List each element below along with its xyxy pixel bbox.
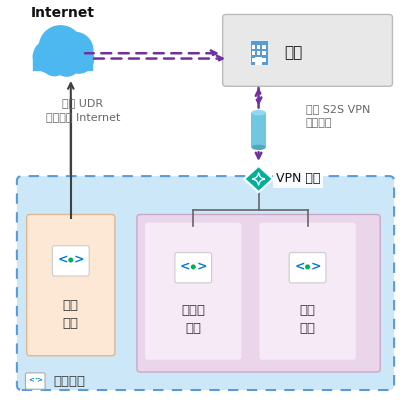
FancyBboxPatch shape bbox=[262, 45, 266, 49]
Ellipse shape bbox=[252, 145, 266, 150]
Text: Internet: Internet bbox=[31, 6, 95, 20]
Text: <: < bbox=[294, 261, 305, 273]
Circle shape bbox=[192, 265, 195, 269]
FancyBboxPatch shape bbox=[223, 14, 393, 86]
FancyBboxPatch shape bbox=[17, 176, 394, 390]
FancyBboxPatch shape bbox=[257, 51, 260, 55]
FancyBboxPatch shape bbox=[25, 373, 45, 389]
Circle shape bbox=[33, 40, 66, 73]
FancyBboxPatch shape bbox=[145, 223, 241, 360]
FancyBboxPatch shape bbox=[262, 51, 266, 55]
FancyBboxPatch shape bbox=[257, 58, 260, 62]
Text: 中间层
子网: 中间层 子网 bbox=[181, 305, 205, 335]
Text: 前端
子网: 前端 子网 bbox=[63, 299, 79, 330]
FancyBboxPatch shape bbox=[259, 223, 356, 360]
Text: ·: · bbox=[34, 376, 37, 385]
Ellipse shape bbox=[252, 110, 266, 115]
Text: <: < bbox=[58, 254, 68, 267]
FancyBboxPatch shape bbox=[27, 215, 115, 356]
FancyBboxPatch shape bbox=[53, 246, 89, 276]
Text: >: > bbox=[310, 261, 321, 273]
FancyBboxPatch shape bbox=[252, 58, 255, 62]
FancyBboxPatch shape bbox=[252, 51, 255, 55]
Circle shape bbox=[42, 50, 67, 76]
Text: 后端
子网: 后端 子网 bbox=[300, 305, 316, 335]
Text: >: > bbox=[196, 261, 207, 273]
FancyBboxPatch shape bbox=[249, 40, 268, 65]
Circle shape bbox=[53, 49, 80, 76]
FancyBboxPatch shape bbox=[175, 253, 212, 283]
FancyBboxPatch shape bbox=[255, 57, 262, 65]
FancyBboxPatch shape bbox=[252, 45, 255, 49]
Circle shape bbox=[57, 32, 93, 68]
Text: <: < bbox=[29, 378, 35, 383]
FancyBboxPatch shape bbox=[289, 253, 326, 283]
Polygon shape bbox=[244, 166, 273, 192]
Circle shape bbox=[39, 26, 82, 69]
FancyBboxPatch shape bbox=[257, 45, 260, 49]
Text: 通过 S2S VPN
强制隧道: 通过 S2S VPN 强制隧道 bbox=[305, 104, 370, 128]
Text: 通过 UDR
直接连接 Internet: 通过 UDR 直接连接 Internet bbox=[46, 97, 120, 122]
FancyBboxPatch shape bbox=[252, 113, 266, 147]
Circle shape bbox=[69, 258, 73, 262]
Text: <: < bbox=[180, 261, 190, 273]
FancyBboxPatch shape bbox=[137, 215, 380, 372]
Text: 虚拟网络: 虚拟网络 bbox=[54, 374, 85, 388]
Text: VPN 网关: VPN 网关 bbox=[275, 173, 320, 185]
Text: >: > bbox=[36, 378, 42, 383]
Text: >: > bbox=[74, 254, 84, 267]
FancyBboxPatch shape bbox=[262, 58, 266, 62]
Text: 本地: 本地 bbox=[284, 45, 302, 60]
Circle shape bbox=[65, 44, 94, 73]
Circle shape bbox=[306, 265, 309, 269]
FancyBboxPatch shape bbox=[33, 54, 92, 70]
